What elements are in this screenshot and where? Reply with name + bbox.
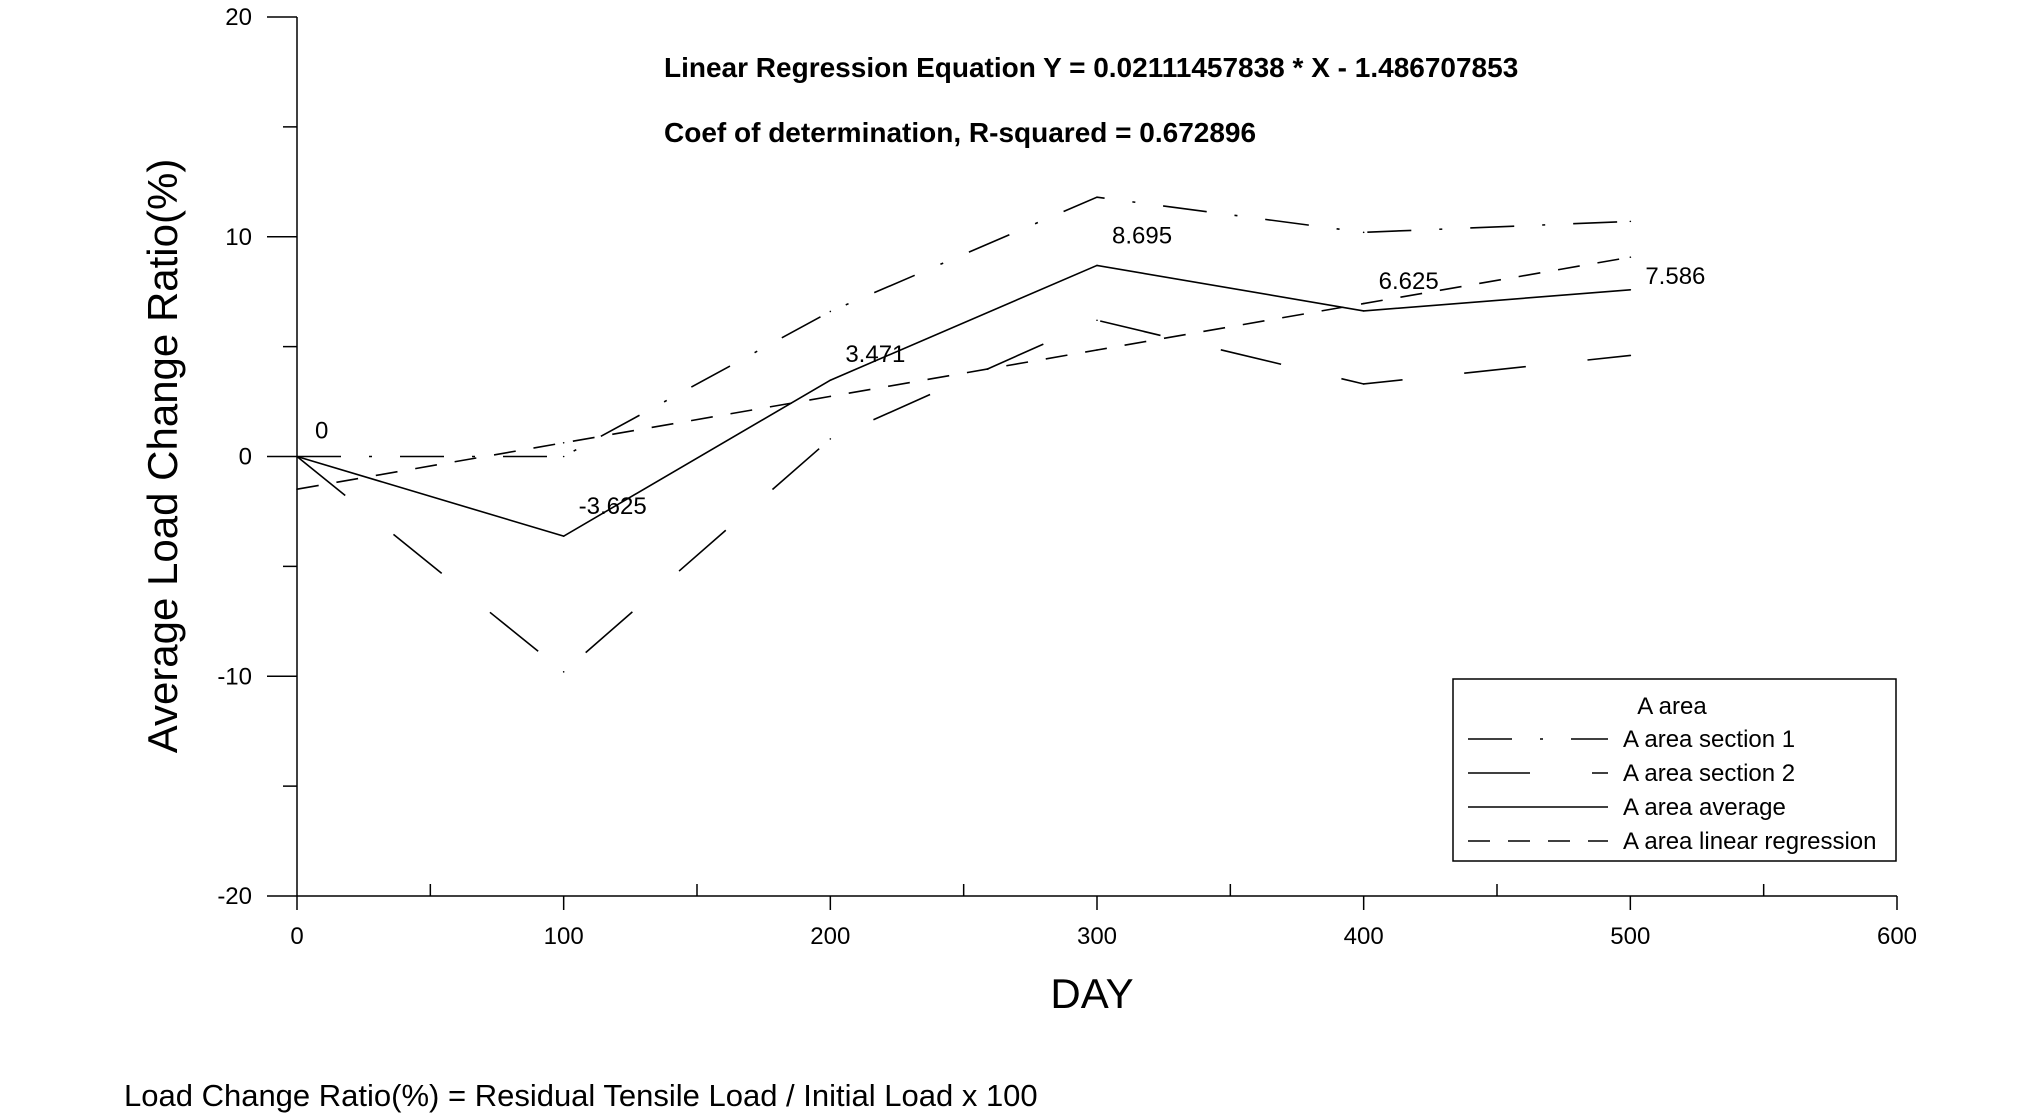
data-point [562, 441, 565, 444]
legend-box [1452, 678, 1897, 862]
data-point [1096, 319, 1098, 322]
formula-footnote: Load Change Ratio(%) = Residual Tensile … [124, 1078, 1038, 1113]
x-tick-label: 0 [290, 923, 303, 950]
legend-label-4: A area linear regression [1623, 828, 1876, 855]
data-point [1629, 256, 1632, 258]
y-tick-label: 10 [225, 224, 252, 251]
legend-label-1: A area section 1 [1623, 726, 1795, 753]
data-point [829, 438, 832, 440]
y-tick-label: -10 [217, 663, 252, 690]
data-point [1096, 264, 1098, 267]
data-point [1096, 196, 1098, 198]
data-point [1362, 383, 1365, 385]
x-tick-label: 600 [1877, 923, 1917, 950]
x-tick-label: 100 [544, 923, 584, 950]
legend: A area A area section 1 A area section 2 A… [1452, 678, 1897, 862]
x-axis-title: DAY [1050, 970, 1133, 1017]
regression-equation: Linear Regression Equation Y = 0.0211145… [664, 52, 1518, 83]
r-squared-annotation: Coef of determination, R-squared = 0.672… [664, 117, 1256, 148]
data-point [1362, 231, 1365, 234]
data-label: 6.625 [1379, 268, 1439, 295]
data-point [829, 379, 832, 382]
x-tick-label: 200 [810, 923, 850, 950]
data-point [562, 671, 565, 673]
data-point [829, 310, 832, 313]
y-tick-label: 20 [225, 4, 252, 31]
data-label: 0 [315, 418, 328, 445]
data-point [829, 395, 832, 398]
data-label: 3.471 [845, 341, 905, 368]
y-axis-title: Average Load Change Ratio(%) [139, 159, 186, 754]
x-tick-label: 400 [1344, 923, 1384, 950]
x-tick-label: 300 [1077, 923, 1117, 950]
data-point [1629, 288, 1632, 291]
y-tick-label: 0 [239, 444, 252, 471]
data-point [296, 488, 298, 490]
series-line-4 [296, 256, 1631, 490]
data-label: 8.695 [1112, 222, 1172, 249]
data-point [562, 535, 565, 537]
data-point [296, 455, 298, 458]
data-label: 7.586 [1645, 263, 1705, 290]
data-point [1096, 349, 1098, 351]
legend-label-3: A area average [1623, 794, 1786, 821]
x-tick-label: 500 [1610, 923, 1650, 950]
data-point [1362, 302, 1365, 305]
data-point [1629, 354, 1632, 357]
legend-title: A area [1637, 693, 1707, 720]
legend-label-2: A area section 2 [1623, 760, 1795, 787]
series-line-2 [296, 319, 1631, 673]
y-tick-label: -20 [217, 883, 252, 910]
series-line-3 [296, 264, 1631, 538]
data-point [1629, 220, 1632, 223]
data-label: -3.625 [579, 493, 647, 520]
data-point [562, 455, 565, 458]
data-point [1362, 310, 1365, 312]
series-line-1 [297, 196, 1631, 458]
